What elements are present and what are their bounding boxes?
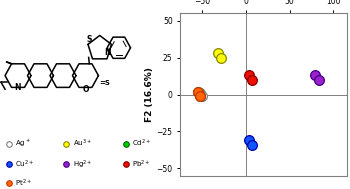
Text: Cd$^{2+}$: Cd$^{2+}$ xyxy=(133,138,152,149)
Text: Hg$^{2+}$: Hg$^{2+}$ xyxy=(73,158,92,171)
Text: Pb$^{2+}$: Pb$^{2+}$ xyxy=(133,159,151,170)
Text: N: N xyxy=(14,83,21,92)
Text: N: N xyxy=(104,48,110,57)
Text: S: S xyxy=(86,36,92,44)
Text: Cu$^{2+}$: Cu$^{2+}$ xyxy=(15,159,34,170)
Text: Ag$^+$: Ag$^+$ xyxy=(15,138,31,149)
Text: Au$^{3+}$: Au$^{3+}$ xyxy=(73,138,92,149)
Y-axis label: F2 (16.6%): F2 (16.6%) xyxy=(145,67,154,122)
Text: O: O xyxy=(83,85,89,94)
Text: Pt$^{2+}$: Pt$^{2+}$ xyxy=(15,178,32,189)
Text: =S: =S xyxy=(99,80,110,86)
